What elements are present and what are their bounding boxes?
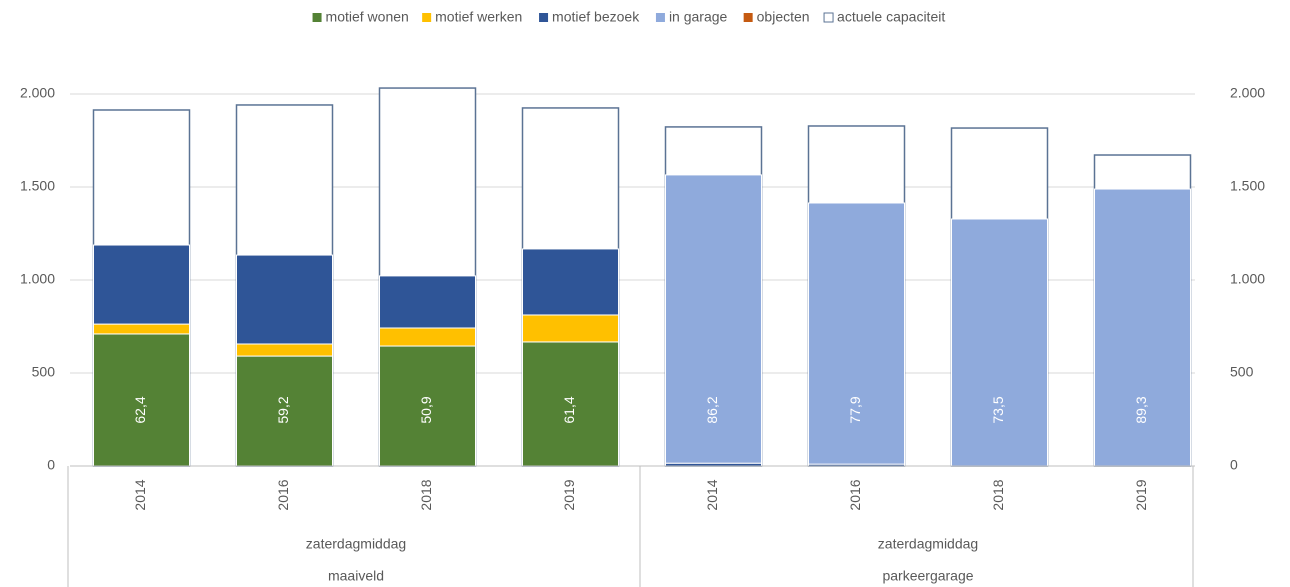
data-label: 50,9 — [418, 396, 434, 423]
legend-swatch — [422, 13, 432, 22]
legend-label: in garage — [669, 9, 728, 25]
y-tick-label: 2.000 — [20, 85, 55, 101]
y-tick-label: 500 — [32, 364, 56, 380]
category-group-label: zaterdagmiddag — [878, 536, 978, 552]
bar-segment — [665, 174, 762, 464]
data-label: 89,3 — [1133, 396, 1149, 423]
y2-tick-label: 0 — [1230, 457, 1238, 473]
y2-tick-label: 1.000 — [1230, 271, 1265, 287]
x-tick-label: 2018 — [990, 479, 1006, 510]
category-group-label: parkeergarage — [882, 568, 973, 584]
legend-swatch — [743, 13, 753, 22]
bar-segment — [522, 341, 619, 467]
legend-label: actuele capaciteit — [837, 9, 945, 25]
data-label: 59,2 — [275, 396, 291, 423]
bar-segment — [236, 254, 333, 345]
y-tick-label: 0 — [47, 457, 55, 473]
x-tick-label: 2014 — [132, 479, 148, 510]
y-tick-label: 1.000 — [20, 271, 55, 287]
bar-segment — [1094, 188, 1191, 467]
bar-segment — [379, 275, 476, 329]
x-tick-label: 2019 — [1133, 479, 1149, 510]
legend-swatch — [823, 12, 834, 23]
data-label: 61,4 — [561, 396, 577, 423]
bar-segment — [93, 333, 190, 467]
legend-label: objecten — [757, 9, 810, 25]
bar-segment — [379, 327, 476, 347]
y2-tick-label: 1.500 — [1230, 178, 1265, 194]
y2-tick-label: 500 — [1230, 364, 1254, 380]
legend-swatch — [312, 13, 322, 22]
bar-segment — [951, 218, 1048, 467]
legend-label: motief bezoek — [552, 9, 640, 25]
bar-segment — [236, 355, 333, 467]
bar-segment — [93, 244, 190, 325]
category-group-label: zaterdagmiddag — [306, 536, 406, 552]
bar-segment — [236, 343, 333, 357]
y2-tick-label: 2.000 — [1230, 85, 1265, 101]
bar-segment — [93, 323, 190, 335]
legend-label: motief wonen — [326, 9, 409, 25]
x-tick-label: 2019 — [561, 479, 577, 510]
legend-swatch — [655, 13, 665, 22]
data-label: 86,2 — [704, 396, 720, 423]
x-tick-label: 2016 — [847, 479, 863, 510]
bar-segment — [522, 248, 619, 316]
data-label: 77,9 — [847, 396, 863, 423]
x-tick-label: 2018 — [418, 479, 434, 510]
legend-label: motief werken — [435, 9, 522, 25]
legend-swatch — [539, 13, 549, 22]
bar-segment — [379, 345, 476, 467]
category-group-label: maaiveld — [328, 568, 384, 584]
x-tick-label: 2016 — [275, 479, 291, 510]
data-label: 62,4 — [132, 396, 148, 423]
x-tick-label: 2014 — [704, 479, 720, 510]
data-label: 73,5 — [990, 396, 1006, 423]
bar-segment — [808, 202, 905, 465]
bar-segment — [522, 314, 619, 343]
y-tick-label: 1.500 — [20, 178, 55, 194]
